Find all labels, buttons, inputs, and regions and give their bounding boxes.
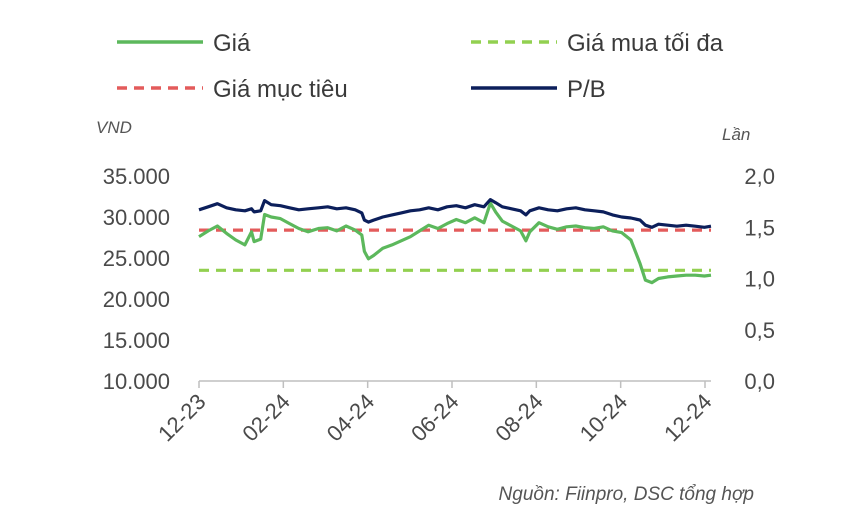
x-axis: 12-23 02-24 04-24 06-24 08-24 10-24 12-24 <box>153 381 717 446</box>
x-tick-label: 12-24 <box>659 389 716 446</box>
x-tick-label: 12-23 <box>153 389 210 446</box>
x-tick-label: 04-24 <box>322 389 379 446</box>
series-line-p-b <box>198 198 712 229</box>
legend-label-gia-muc-tieu: Giá mục tiêu <box>213 76 348 103</box>
x-tick-label: 02-24 <box>237 389 294 446</box>
y-left-tick-label: 10.000 <box>103 369 170 394</box>
x-tick-label: 08-24 <box>490 389 547 446</box>
legend: Giá Giá mua tối đa Giá mục tiêu P/B <box>117 30 724 103</box>
y-right-tick-label: 2,0 <box>744 164 775 189</box>
y-right-unit-label: Lần <box>722 125 750 144</box>
y-left-unit-label: VND <box>96 118 132 137</box>
y-right-tick-label: 1,5 <box>744 215 775 240</box>
y-right-tick-label: 0,0 <box>744 369 775 394</box>
y-left-tick-label: 15.000 <box>103 328 170 353</box>
source-note: Nguồn: Fiinpro, DSC tổng hợp <box>499 484 754 505</box>
x-tick-label: 10-24 <box>575 389 632 446</box>
legend-item-pb: P/B <box>471 76 606 103</box>
y-right-tick-label: 0,5 <box>744 318 775 343</box>
legend-label-gia-mua-toi-da: Giá mua tối đa <box>567 30 724 57</box>
y-left-tick-label: 25.000 <box>103 246 170 271</box>
series-line-gi- <box>198 201 712 285</box>
legend-label-pb: P/B <box>567 76 606 103</box>
y-left-tick-label: 20.000 <box>103 287 170 312</box>
x-tick-label: 06-24 <box>406 389 463 446</box>
legend-item-gia: Giá <box>117 30 251 57</box>
legend-label-gia: Giá <box>213 30 251 57</box>
legend-item-gia-muc-tieu: Giá mục tiêu <box>117 76 348 103</box>
plot-area <box>198 198 712 285</box>
y-left-tick-label: 30.000 <box>103 205 170 230</box>
y-left-tick-label: 35.000 <box>103 164 170 189</box>
y-right-tick-label: 1,0 <box>744 267 775 292</box>
legend-item-gia-mua-toi-da: Giá mua tối đa <box>471 30 724 57</box>
y-right-axis: 0,0 0,5 1,0 1,5 2,0 <box>744 164 775 394</box>
y-left-axis: 10.000 15.000 20.000 25.000 30.000 35.000 <box>103 164 170 394</box>
